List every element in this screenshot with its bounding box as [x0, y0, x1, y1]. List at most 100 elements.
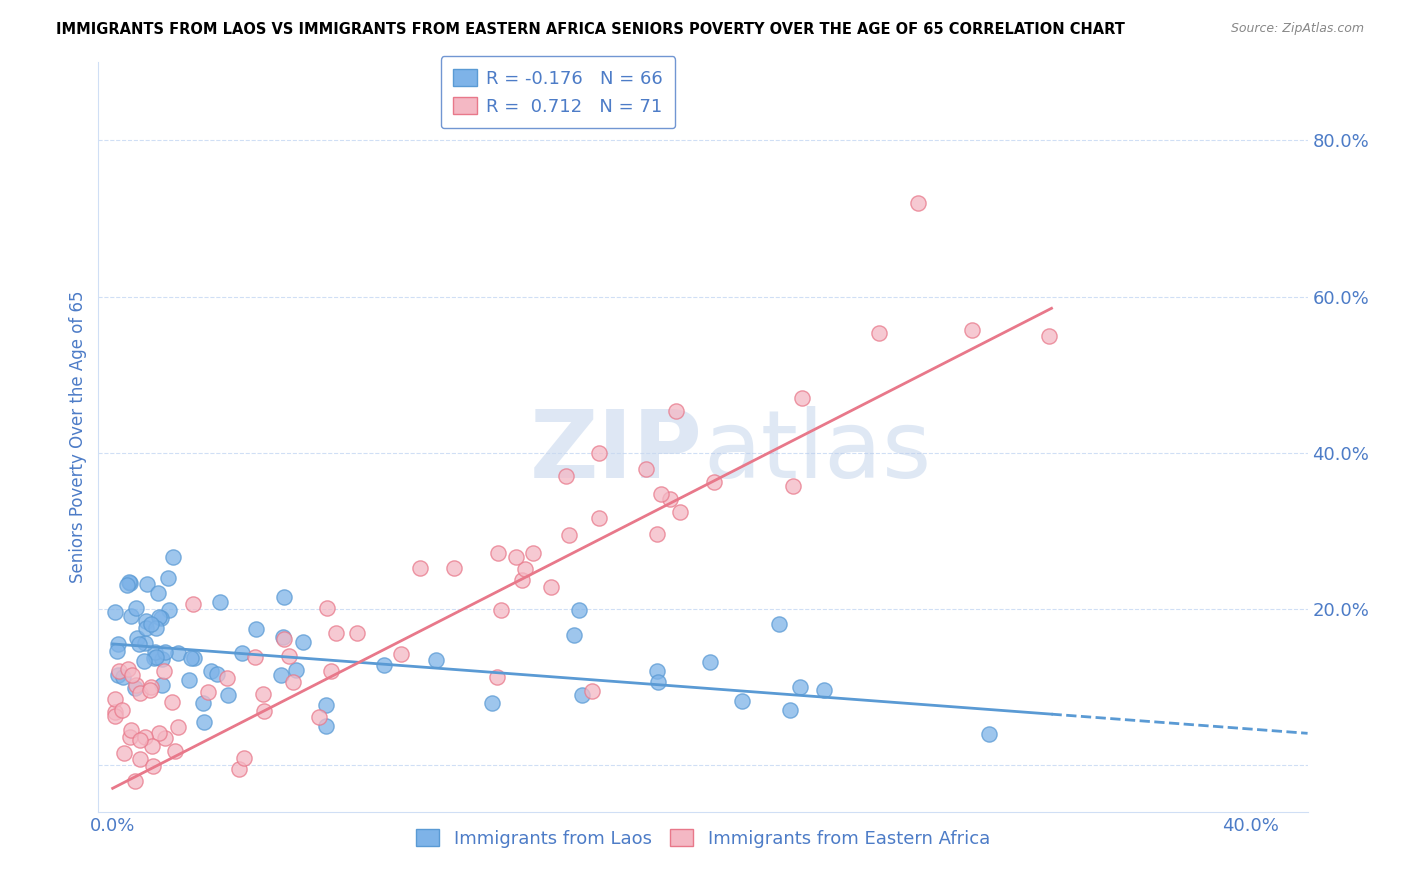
Point: [231, 646, 253, 660]
Point: [121, 668, 143, 682]
Point: [104, 605, 127, 619]
Point: [118, 575, 141, 590]
Point: [129, 733, 152, 747]
Point: [183, 651, 205, 665]
Point: [558, 528, 581, 542]
Point: [650, 487, 672, 501]
Point: [132, 654, 155, 668]
Point: [139, 680, 162, 694]
Point: [107, 644, 129, 658]
Point: [165, 744, 187, 758]
Point: [284, 663, 307, 677]
Point: [139, 683, 162, 698]
Point: [193, 714, 215, 729]
Point: [1038, 329, 1060, 343]
Point: [540, 580, 562, 594]
Point: [145, 621, 167, 635]
Point: [271, 630, 294, 644]
Point: [277, 649, 299, 664]
Point: [481, 696, 503, 710]
Point: [134, 636, 156, 650]
Point: [486, 546, 509, 560]
Text: IMMIGRANTS FROM LAOS VS IMMIGRANTS FROM EASTERN AFRICA SENIORS POVERTY OVER THE : IMMIGRANTS FROM LAOS VS IMMIGRANTS FROM …: [56, 22, 1125, 37]
Point: [111, 670, 134, 684]
Point: [731, 693, 754, 707]
Point: [315, 719, 337, 733]
Point: [217, 688, 239, 702]
Point: [581, 684, 603, 698]
Point: [243, 650, 266, 665]
Point: [205, 667, 228, 681]
Point: [665, 404, 688, 418]
Point: [150, 652, 173, 666]
Point: [209, 595, 232, 609]
Point: [125, 678, 148, 692]
Point: [141, 739, 163, 754]
Text: Source: ZipAtlas.com: Source: ZipAtlas.com: [1230, 22, 1364, 36]
Point: [962, 323, 984, 337]
Point: [150, 678, 173, 692]
Point: [142, 759, 165, 773]
Point: [120, 608, 142, 623]
Point: [162, 549, 184, 564]
Point: [489, 603, 512, 617]
Point: [658, 491, 681, 506]
Point: [134, 730, 156, 744]
Point: [181, 597, 204, 611]
Point: [107, 668, 129, 682]
Point: [153, 665, 176, 679]
Point: [245, 622, 267, 636]
Point: [409, 561, 432, 575]
Point: [571, 688, 593, 702]
Point: [104, 709, 127, 723]
Point: [125, 631, 148, 645]
Point: [215, 671, 238, 685]
Point: [373, 658, 395, 673]
Point: [135, 614, 157, 628]
Point: [120, 723, 142, 738]
Point: [108, 664, 131, 678]
Point: [273, 632, 295, 647]
Point: [142, 650, 165, 665]
Point: [292, 635, 315, 649]
Point: [325, 626, 347, 640]
Point: [977, 727, 1000, 741]
Point: [177, 673, 200, 687]
Point: [107, 637, 129, 651]
Point: [148, 725, 170, 739]
Point: [167, 646, 190, 660]
Point: [111, 703, 134, 717]
Point: [813, 682, 835, 697]
Point: [148, 610, 170, 624]
Point: [233, 751, 256, 765]
Point: [315, 601, 337, 615]
Point: [156, 571, 179, 585]
Point: [191, 697, 214, 711]
Point: [145, 645, 167, 659]
Point: [568, 602, 591, 616]
Point: [699, 655, 721, 669]
Point: [346, 625, 368, 640]
Point: [124, 773, 146, 788]
Point: [129, 686, 152, 700]
Point: [273, 591, 295, 605]
Point: [252, 687, 274, 701]
Point: [505, 550, 527, 565]
Point: [768, 617, 790, 632]
Point: [128, 751, 150, 765]
Point: [228, 762, 250, 776]
Point: [668, 505, 690, 519]
Point: [145, 649, 167, 664]
Point: [157, 602, 180, 616]
Point: [283, 674, 305, 689]
Point: [270, 668, 292, 682]
Point: [139, 617, 162, 632]
Legend: Immigrants from Laos, Immigrants from Eastern Africa: Immigrants from Laos, Immigrants from Ea…: [409, 822, 997, 855]
Point: [146, 586, 169, 600]
Point: [180, 651, 202, 665]
Y-axis label: Seniors Poverty Over the Age of 65: Seniors Poverty Over the Age of 65: [69, 291, 87, 583]
Point: [160, 695, 183, 709]
Point: [253, 704, 276, 718]
Point: [554, 468, 576, 483]
Point: [128, 637, 150, 651]
